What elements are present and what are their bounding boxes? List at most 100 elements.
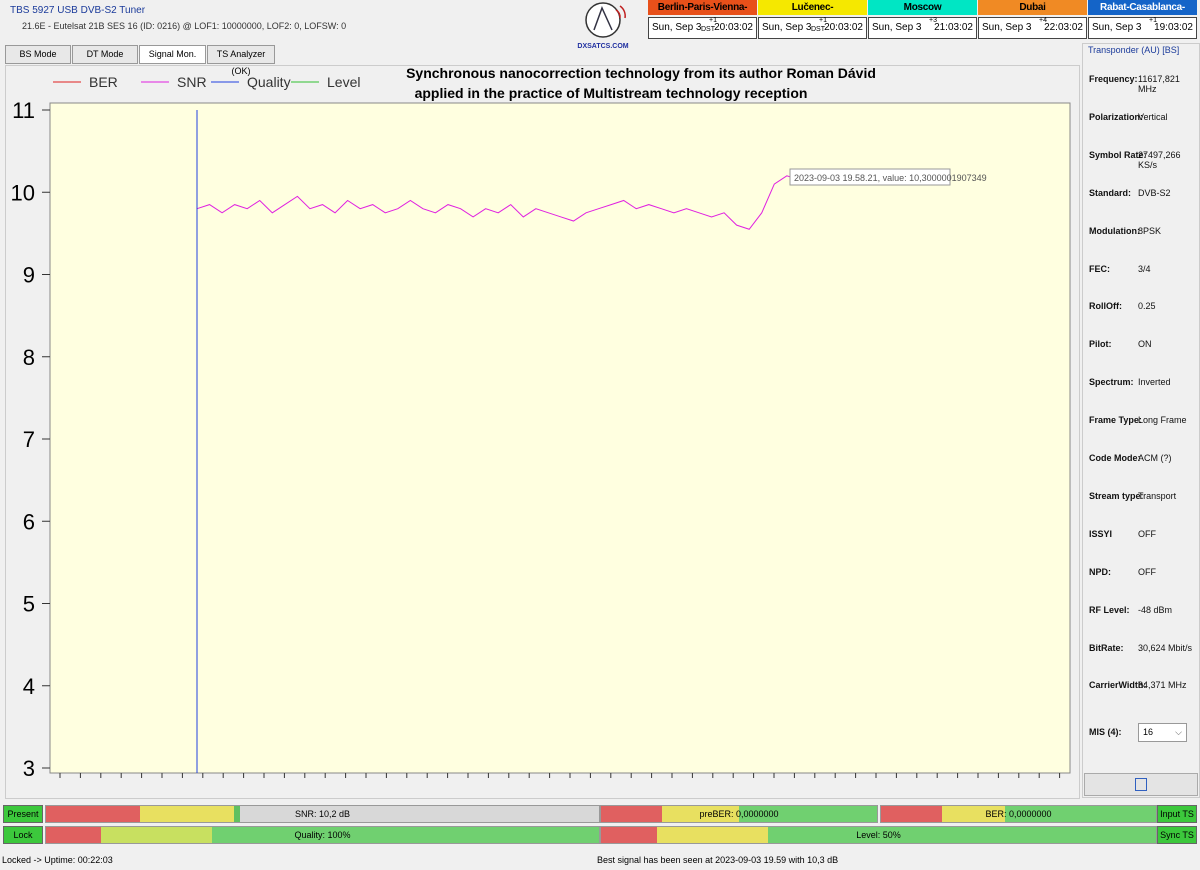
legend-label: BER (89, 74, 118, 90)
clock-offset: +1 (1149, 17, 1157, 24)
transponder-panel (1082, 43, 1200, 798)
clock: Lučenec-Slovakia_R.Dávid Sun, Sep 3 +1 DST2… (758, 0, 867, 39)
y-tick-label: 9 (23, 263, 35, 288)
y-tick-label: 3 (23, 756, 35, 781)
y-tick-label: 6 (23, 509, 35, 534)
clock: Berlin-Paris-Vienna-Belgrade Sun, Sep 3 +1… (648, 0, 757, 39)
plot-area (49, 102, 1071, 774)
field-value: Transport (1138, 490, 1177, 501)
bar-label: preBER: 0,0000000 (699, 809, 779, 819)
field-value: 27497,266 KS/s (1138, 149, 1181, 170)
clock-city: Moscow (868, 0, 977, 15)
clock-time: 22:03:02 (1044, 22, 1083, 33)
field-label: RF Level: (1089, 604, 1130, 615)
field-label: Standard: (1089, 187, 1132, 198)
dropdown-arrow: ⌵ (1175, 727, 1182, 737)
legend-label: Quality (247, 74, 291, 90)
tab[interactable]: Signal Mon. (139, 45, 206, 64)
clock-body: Sun, Sep 3 +1 DST 20:03:02 (758, 17, 867, 39)
field-value: 3/4 (1138, 263, 1151, 274)
clock-time: 20:03:02 (714, 22, 753, 33)
clock-dst: DST (811, 26, 825, 33)
tab[interactable]: DT Mode (72, 45, 138, 64)
clock-offset: +4 (1039, 17, 1047, 24)
logo-text: DXSATCS.COM (577, 43, 628, 50)
field-label: Polarization: (1089, 111, 1144, 122)
status-button[interactable]: Lock (3, 826, 43, 844)
clock-city: Dubai (978, 0, 1087, 15)
chart-title: applied in the practice of Multistream t… (415, 85, 808, 101)
field-label: NPD: (1089, 566, 1111, 577)
field-label: Frame Type: (1089, 415, 1142, 426)
clock-body: Sun, Sep 3 +4 22:03:02 (978, 17, 1087, 39)
clock: Moscow Sun, Sep 3 +3 21:03:02 (868, 0, 977, 39)
signal-bar: BER: 0,0000000 (880, 805, 1157, 823)
bar-segment (661, 806, 739, 822)
bar-segment (1004, 806, 1156, 822)
signal-bar: SNR: 10,2 dB (45, 805, 600, 823)
clock-body: Sun, Sep 3 +1 DST 20:03:02 (648, 17, 757, 39)
app-subtitle: 21.6E - Eutelsat 21B SES 16 (ID: 0216) @… (22, 21, 347, 31)
annotation-box (789, 168, 951, 186)
y-tick-label: 11 (12, 98, 35, 123)
field-value: Inverted (1138, 377, 1171, 388)
status-right: Best signal has been seen at 2023-09-03 … (597, 855, 839, 865)
bar-segment (656, 827, 768, 843)
bar-segment (601, 827, 657, 843)
chart: 3 4 5 6 7 8 9 10 11 BER SNR Quality Level Synchronous… (11, 65, 1071, 781)
field-label: Stream type: (1089, 490, 1144, 501)
clock-offset: +1 (709, 17, 717, 24)
field-label: ISSYI (1089, 528, 1113, 539)
legend-label: Level (327, 74, 360, 90)
status-button[interactable]: Input TS (1157, 805, 1197, 823)
status-button[interactable]: Present (3, 805, 43, 823)
field-value: 30,624 Mbit/s (1138, 642, 1193, 653)
field-value: 34,371 MHz (1138, 680, 1187, 691)
clock-offset: +3 (929, 17, 937, 24)
clock-time: 20:03:02 (824, 22, 863, 33)
bar-label: Quality: 100% (294, 830, 351, 840)
clock-city: Lučenec-Slovakia_R.Dávid (758, 0, 867, 15)
y-tick-label: 10 (11, 180, 35, 205)
bar-segment (234, 806, 240, 822)
app-title: TBS 5927 USB DVB-S2 Tuner (10, 5, 146, 16)
bar-segment (140, 806, 234, 822)
mis-label: MIS (4): (1089, 727, 1122, 737)
y-tick-label: 8 (23, 345, 35, 370)
chart-title: Synchronous nanocorrection technology fr… (406, 65, 876, 81)
bar-label: Level: 50% (856, 830, 901, 840)
field-label: RollOff: (1089, 301, 1122, 312)
logo: DXSATCS.COM (577, 2, 629, 50)
field-value: OFF (1138, 566, 1156, 577)
field-label: FEC: (1089, 263, 1110, 274)
bar-segment (46, 806, 140, 822)
clock-date: Sun, Sep 3 (982, 22, 1032, 33)
status-left: Locked -> Uptime: 00:22:03 (2, 855, 113, 865)
signal-bar: Level: 50% (600, 826, 1157, 844)
field-value: 0.25 (1138, 301, 1156, 312)
panel-button[interactable] (1084, 773, 1198, 796)
tab[interactable]: BS Mode (5, 45, 71, 64)
field-value: 11617,821 MHz (1138, 74, 1180, 94)
y-tick-label: 4 (23, 674, 35, 699)
clock-date: Sun, Sep 3 (762, 22, 812, 33)
field-label: Symbol Rate: (1089, 149, 1147, 160)
y-tick-label: 5 (23, 592, 35, 617)
bar-segment (881, 806, 942, 822)
field-label: Pilot: (1089, 339, 1112, 350)
status-button[interactable]: Sync TS (1157, 826, 1197, 844)
clock-date: Sun, Sep 3 (872, 22, 922, 33)
clock-date: Sun, Sep 3 (652, 22, 702, 33)
field-value: Vertical (1138, 111, 1168, 122)
tab[interactable]: TS Analyzer (OK) (207, 45, 275, 76)
field-label: Code Mode: (1089, 453, 1141, 463)
button-icon (1135, 778, 1147, 791)
mis-dropdown[interactable]: 16 ⌵ (1138, 723, 1187, 742)
bar-label: SNR: 10,2 dB (294, 809, 351, 819)
clock: Dubai Sun, Sep 3 +4 22:03:02 (978, 0, 1087, 39)
legend-label: SNR (177, 74, 207, 90)
field-value: ON (1138, 339, 1152, 350)
clock-time: 19:03:02 (1154, 22, 1193, 33)
bar-segment (941, 806, 1005, 822)
